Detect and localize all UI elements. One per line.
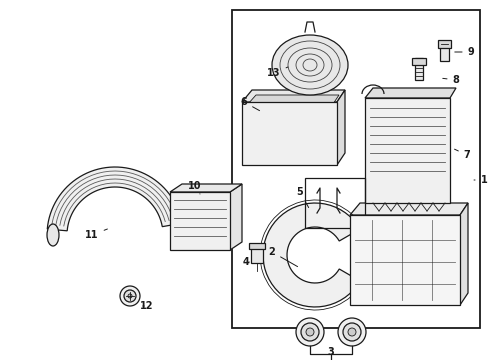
Text: 1: 1 bbox=[473, 175, 487, 185]
Bar bbox=[248, 243, 264, 249]
Circle shape bbox=[305, 328, 313, 336]
Bar bbox=[437, 40, 450, 48]
Polygon shape bbox=[229, 184, 242, 250]
Text: 6: 6 bbox=[240, 97, 259, 111]
Text: 10: 10 bbox=[188, 181, 202, 194]
Circle shape bbox=[347, 328, 355, 336]
Bar bbox=[170, 192, 229, 250]
Bar bbox=[439, 45, 448, 61]
Circle shape bbox=[124, 290, 136, 302]
Bar bbox=[349, 215, 459, 305]
Polygon shape bbox=[349, 203, 467, 215]
Text: 5: 5 bbox=[296, 187, 308, 208]
Circle shape bbox=[120, 286, 140, 306]
Polygon shape bbox=[263, 203, 359, 307]
Bar bbox=[231, 10, 479, 328]
Bar bbox=[305, 178, 364, 228]
Circle shape bbox=[337, 318, 365, 346]
Ellipse shape bbox=[271, 35, 347, 95]
Bar bbox=[411, 58, 425, 65]
Polygon shape bbox=[247, 95, 338, 104]
Text: 2: 2 bbox=[268, 247, 297, 267]
Polygon shape bbox=[364, 88, 455, 98]
Circle shape bbox=[128, 294, 132, 298]
Polygon shape bbox=[336, 90, 345, 165]
Circle shape bbox=[295, 318, 324, 346]
Ellipse shape bbox=[47, 224, 59, 246]
Polygon shape bbox=[459, 203, 467, 305]
Text: 13: 13 bbox=[267, 67, 287, 78]
Bar bbox=[364, 98, 449, 203]
Polygon shape bbox=[47, 167, 182, 231]
Ellipse shape bbox=[171, 224, 183, 246]
Text: 8: 8 bbox=[442, 75, 459, 85]
Text: 11: 11 bbox=[85, 229, 107, 240]
Polygon shape bbox=[242, 90, 345, 102]
Circle shape bbox=[301, 323, 318, 341]
Bar bbox=[414, 58, 422, 80]
Text: 12: 12 bbox=[140, 301, 153, 311]
Text: 9: 9 bbox=[454, 47, 473, 57]
Text: 3: 3 bbox=[327, 347, 334, 357]
Circle shape bbox=[342, 323, 360, 341]
Bar bbox=[242, 102, 336, 165]
Text: 7: 7 bbox=[453, 149, 469, 160]
Polygon shape bbox=[170, 184, 242, 192]
Bar bbox=[250, 245, 263, 263]
Text: 4: 4 bbox=[242, 257, 249, 267]
